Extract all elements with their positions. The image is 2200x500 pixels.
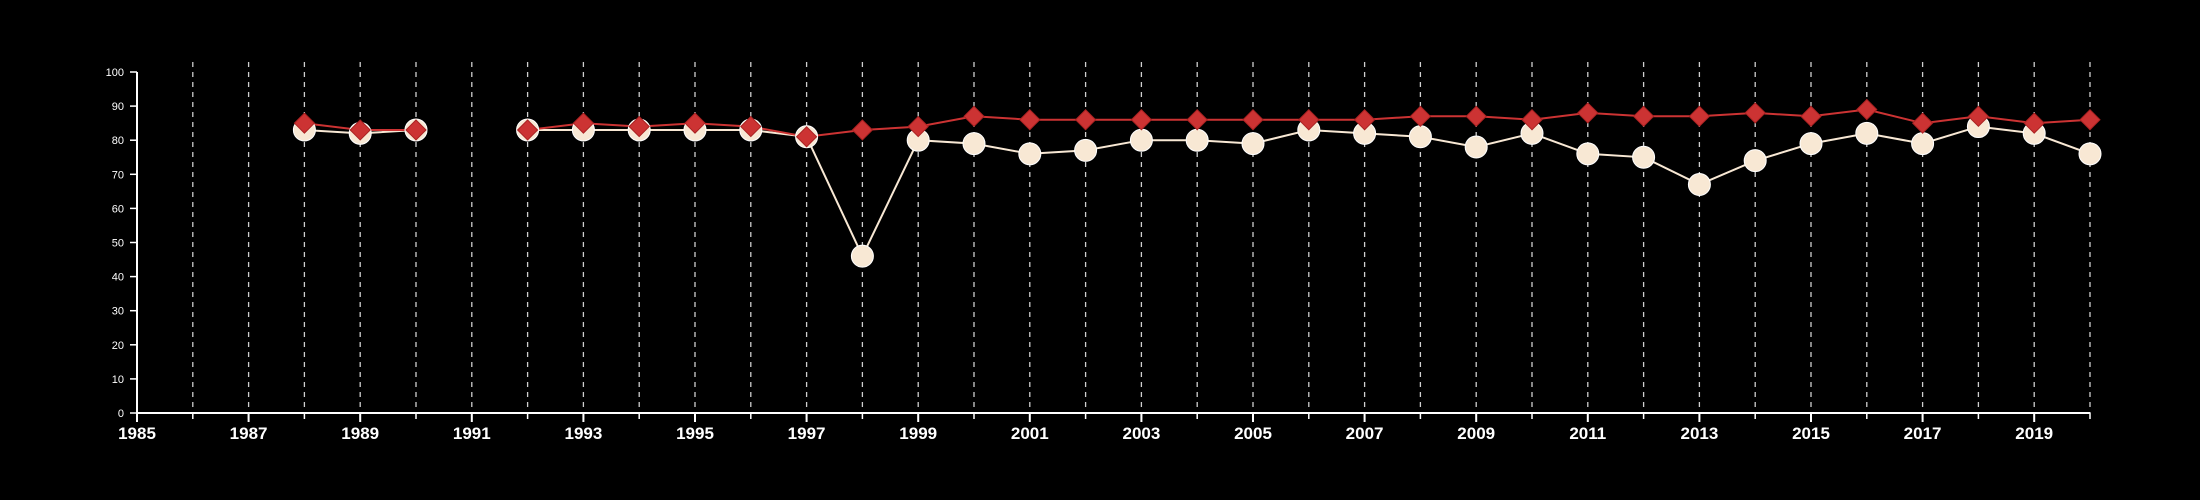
- series-2-point-2014: [1744, 102, 1766, 124]
- series-2-point-1997: [795, 126, 818, 148]
- series-2-point-1988: [293, 112, 316, 134]
- series-2-point-2010: [1521, 109, 1543, 131]
- series-2-point-2007: [1353, 109, 1376, 131]
- series-2-point-2003: [1130, 109, 1153, 131]
- tick-labels: 0 10 20 30 40 50 60 70 80 90 100 1985 1987 1989 1991 19…: [106, 67, 2053, 443]
- series-1-point-2009: [1464, 135, 1488, 159]
- y-tick-label-80: 80: [112, 135, 124, 147]
- x-tick-label-1995: 1995: [676, 424, 714, 443]
- series-2-point-1995: [684, 112, 706, 134]
- series-2-point-2011: [1577, 102, 1599, 124]
- series-2-point-1998: [851, 119, 874, 141]
- x-tick-label-1999: 1999: [899, 424, 937, 443]
- series-1-point-2004: [1185, 128, 1209, 152]
- series-2-point-2008: [1409, 105, 1432, 128]
- series-1-point-2020: [2078, 142, 2102, 166]
- series-2-point-1999: [907, 115, 929, 138]
- x-tick-label-2017: 2017: [1904, 424, 1942, 443]
- y-tick-label-30: 30: [112, 306, 124, 318]
- series-2-point-2002: [1074, 109, 1097, 131]
- series-2-point-2012: [1632, 105, 1655, 128]
- x-tick-label-2019: 2019: [2015, 424, 2053, 443]
- axes: [130, 71, 2091, 422]
- series-1-point-2011: [1576, 142, 1600, 166]
- series-1-point-2005: [1241, 132, 1265, 156]
- series-1-point-2008: [1408, 125, 1432, 149]
- series-2-point-2004: [1186, 109, 1208, 131]
- y-tick-label-40: 40: [112, 272, 124, 284]
- y-tick-label-70: 70: [112, 169, 124, 181]
- x-tick-label-2001: 2001: [1011, 424, 1049, 443]
- series-2-point-2018: [1967, 105, 1990, 128]
- series-1-point-2012: [1632, 145, 1656, 169]
- series-2-point-1992: [516, 119, 539, 141]
- y-tick-label-0: 0: [118, 408, 124, 420]
- series-2-point-2015: [1800, 105, 1822, 128]
- series-2-point-1994: [628, 115, 650, 138]
- y-tick-label-100: 100: [106, 67, 124, 79]
- x-tick-label-1985: 1985: [118, 424, 156, 443]
- series-1-point-2003: [1129, 128, 1153, 152]
- series-2-point-2000: [963, 105, 985, 128]
- series-2-point-2019: [2023, 112, 2045, 134]
- y-tick-label-10: 10: [112, 374, 124, 386]
- x-tick-label-2005: 2005: [1234, 424, 1272, 443]
- series-1-point-2017: [1911, 132, 1935, 156]
- series-1-point-2016: [1855, 121, 1879, 145]
- x-tick-label-2009: 2009: [1457, 424, 1495, 443]
- y-tick-label-90: 90: [112, 101, 124, 113]
- series-1-point-2002: [1074, 138, 1098, 162]
- series-1-point-2001: [1018, 142, 1042, 166]
- series-layer: [292, 98, 2102, 268]
- series-2-point-2013: [1688, 105, 1711, 128]
- x-tick-label-2003: 2003: [1122, 424, 1160, 443]
- series-2-point-2001: [1019, 109, 1041, 131]
- series-2-point-2017: [1911, 112, 1934, 134]
- x-tick-label-2011: 2011: [1569, 424, 1606, 443]
- x-tick-label-1991: 1991: [453, 424, 491, 443]
- y-tick-label-60: 60: [112, 203, 124, 215]
- x-tick-label-1997: 1997: [788, 424, 826, 443]
- x-tick-label-2007: 2007: [1346, 424, 1384, 443]
- series-1-point-2013: [1687, 173, 1711, 197]
- y-tick-label-20: 20: [112, 340, 124, 352]
- x-tick-label-1993: 1993: [564, 424, 602, 443]
- series-1-point-2000: [962, 132, 986, 156]
- vertical-grid: [192, 62, 2091, 413]
- series-2-point-1993: [572, 112, 595, 134]
- x-tick-label-2015: 2015: [1792, 424, 1830, 443]
- x-tick-label-2013: 2013: [1680, 424, 1718, 443]
- series-2-point-2020: [2079, 109, 2101, 131]
- series-2-point-1990: [405, 119, 427, 141]
- y-tick-label-50: 50: [112, 238, 124, 250]
- series-2-point-1996: [740, 115, 762, 138]
- x-tick-label-1987: 1987: [230, 424, 268, 443]
- series-2-point-2005: [1242, 109, 1264, 131]
- x-tick-label-1989: 1989: [341, 424, 379, 443]
- series-1-point-2014: [1743, 149, 1767, 173]
- series-1-point-1998: [850, 244, 874, 268]
- series-2-point-2009: [1465, 105, 1487, 128]
- series-2-point-2006: [1298, 109, 1320, 131]
- series-1-point-2015: [1799, 132, 1823, 156]
- series-2-point-2016: [1856, 98, 1878, 121]
- series-2-point-1989: [349, 119, 371, 141]
